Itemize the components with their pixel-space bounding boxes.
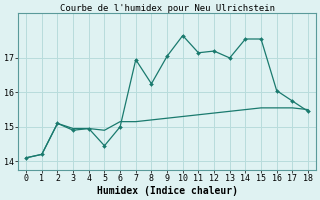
X-axis label: Humidex (Indice chaleur): Humidex (Indice chaleur)	[97, 186, 237, 196]
Title: Courbe de l'humidex pour Neu Ulrichstein: Courbe de l'humidex pour Neu Ulrichstein	[60, 4, 275, 13]
